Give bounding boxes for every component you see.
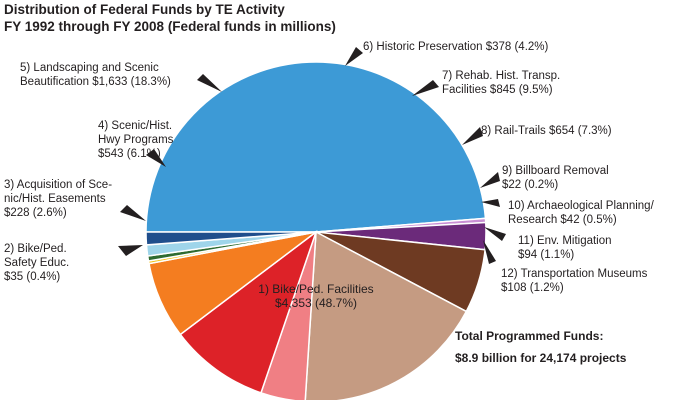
slice-label-4-line-1: 4) Scenic/Hist. (98, 120, 172, 132)
slice-label-11: 11) Env. Mitigation $94 (1.1%) (518, 235, 612, 261)
slice-label-1: 1) Bike/Ped. Facilities $4,353 (48.7%) (258, 282, 373, 310)
slice-label-7-line-2: Facilities $845 (9.5%) (442, 84, 553, 96)
label-pointers (118, 47, 506, 264)
pie-slice-5 (304, 230, 468, 400)
slice-label-12-line-1: 12) Transportation Museums (501, 268, 648, 280)
slice-label-1-line-2: $4,353 (48.7%) (275, 296, 357, 310)
label-pointer-9 (480, 172, 500, 188)
pie-slices (145, 61, 487, 400)
pie-slice-12 (145, 231, 317, 246)
label-pointer-5 (197, 74, 222, 92)
slice-labels: 1) Bike/Ped. Facilities $4,353 (48.7%) 2) … (4, 41, 655, 310)
label-pointer-6 (345, 47, 363, 66)
slice-label-6: 6) Historic Preservation $378 (4.2%) (363, 41, 549, 53)
slice-label-8-line-1: 8) Rail-Trails $654 (7.3%) (481, 125, 612, 137)
slice-label-3-line-2: nic/Hist. Easements (4, 193, 106, 205)
slice-label-4-line-3: $543 (6.1%) (98, 148, 161, 160)
slice-label-5: 5) Landscaping and Scenic Beautification … (20, 62, 171, 88)
label-pointer-3 (120, 205, 146, 221)
slice-label-9: 9) Billboard Removal $22 (0.2%) (502, 165, 609, 191)
slice-label-3-line-1: 3) Acquisition of Sce- (4, 179, 112, 191)
total-funds-value: $8.9 billion for 24,174 projects (455, 351, 627, 365)
slice-label-4: 4) Scenic/Hist. Hwy Programs $543 (6.1%) (98, 120, 174, 160)
label-pointer-7 (412, 80, 439, 96)
slice-label-2: 2) Bike/Ped. Safety Educ. $35 (0.4%) (4, 243, 69, 283)
slice-label-5-line-1: 5) Landscaping and Scenic (20, 62, 159, 74)
slice-label-10: 10) Archaeological Planning/Research $42… (508, 200, 655, 226)
chart-subtitle: FY 1992 through FY 2008 (Federal funds i… (4, 19, 336, 34)
slice-label-6-line-1: 6) Historic Preservation $378 (4.2%) (363, 41, 549, 53)
slice-label-7: 7) Rehab. Hist. Transp. Facilities $845 (… (442, 70, 560, 96)
slice-label-1-line-1: 1) Bike/Ped. Facilities (258, 282, 373, 296)
label-pointer-4 (146, 149, 166, 167)
slice-label-3: 3) Acquisition of Sce-nic/Hist. Easement… (4, 179, 112, 219)
slice-label-10-line-2: Research $42 (0.5%) (508, 214, 617, 226)
slice-label-9-line-2: $22 (0.2%) (502, 179, 558, 191)
label-pointer-10 (481, 199, 500, 207)
slice-label-4-line-2: Hwy Programs (98, 134, 174, 146)
slice-label-5-line-2: Beautification $1,633 (18.3%) (20, 76, 171, 88)
slice-label-8: 8) Rail-Trails $654 (7.3%) (481, 125, 612, 137)
total-funds-label: Total Programmed Funds: (455, 329, 603, 343)
slice-label-10-line-1: 10) Archaeological Planning/ (508, 200, 655, 212)
label-pointer-11 (484, 227, 506, 241)
label-pointer-8 (462, 127, 483, 145)
label-pointer-2 (118, 245, 143, 256)
slice-label-2-line-2: Safety Educ. (4, 257, 69, 269)
slice-label-7-line-1: 7) Rehab. Hist. Transp. (442, 70, 560, 82)
slice-label-2-line-1: 2) Bike/Ped. (4, 243, 67, 255)
chart-title: Distribution of Federal Funds by TE Acti… (4, 2, 285, 17)
pie-slice-7 (179, 229, 318, 394)
slice-label-3-line-3: $228 (2.6%) (4, 207, 67, 219)
slice-label-11-line-1: 11) Env. Mitigation (518, 235, 612, 247)
slice-label-12: 12) Transportation Museums $108 (1.2%) (501, 268, 648, 294)
label-pointer-12 (483, 240, 496, 264)
slice-label-9-line-1: 9) Billboard Removal (502, 165, 609, 177)
slice-label-2-line-3: $35 (0.4%) (4, 271, 60, 283)
slice-label-11-line-2: $94 (1.1%) (518, 249, 574, 261)
slice-label-12-line-2: $108 (1.2%) (501, 282, 564, 294)
